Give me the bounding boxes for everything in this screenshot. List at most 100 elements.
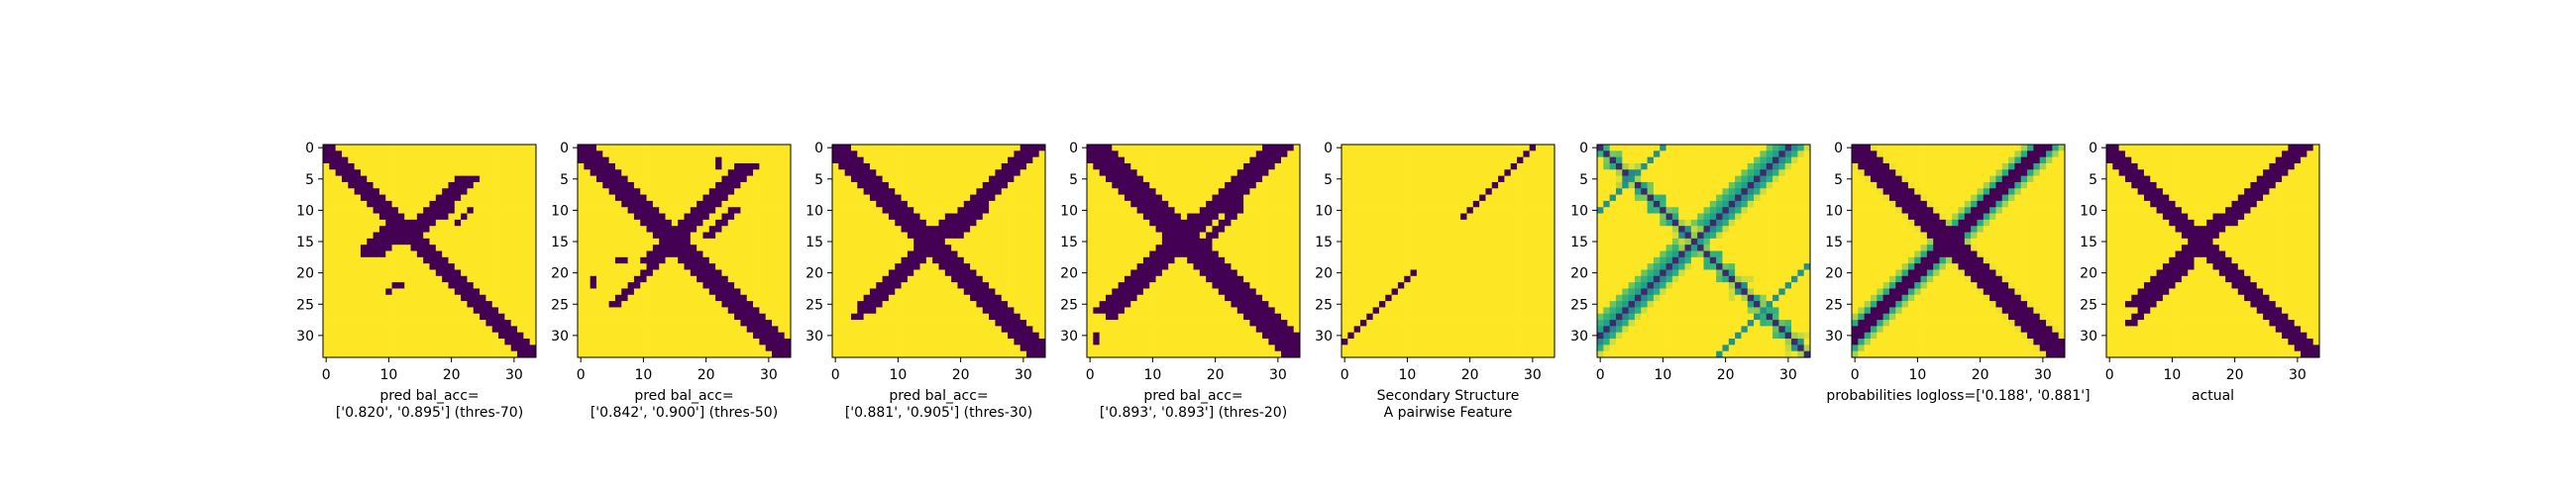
heatmap-cell — [373, 263, 380, 270]
heatmap-cell — [1231, 326, 1238, 334]
heatmap-cell — [410, 301, 418, 308]
heatmap-cell — [759, 145, 767, 151]
heatmap-cell — [1485, 156, 1493, 164]
heatmap-cell — [633, 350, 641, 358]
heatmap-cell — [1281, 207, 1288, 214]
heatmap-cell — [759, 194, 767, 202]
heatmap-cell — [882, 282, 890, 289]
heatmap-cell — [360, 213, 368, 221]
heatmap-cell — [323, 250, 330, 258]
heatmap-cell — [1243, 294, 1250, 302]
heatmap-cell — [1099, 282, 1107, 289]
heatmap-cell — [888, 181, 896, 189]
heatmap-cell — [491, 232, 499, 240]
heatmap-cell — [391, 213, 399, 221]
heatmap-cell — [323, 232, 330, 240]
heatmap-cell — [938, 263, 946, 270]
heatmap-cell — [989, 219, 996, 227]
heatmap-cell — [448, 150, 456, 158]
heatmap-cell — [1112, 288, 1120, 296]
heatmap-cell — [1274, 339, 1282, 346]
heatmap-cell — [1161, 207, 1169, 214]
heatmap-cell — [1105, 313, 1113, 321]
heatmap-cell — [1180, 263, 1188, 270]
heatmap-cell — [423, 175, 430, 183]
heatmap-cell — [1014, 339, 1021, 346]
heatmap-cell — [1014, 326, 1021, 334]
heatmap-cell — [1032, 200, 1040, 208]
heatmap-cell — [1236, 238, 1244, 246]
heatmap-cell — [907, 162, 914, 170]
heatmap-cell — [385, 250, 392, 258]
heatmap-cell — [1099, 339, 1107, 346]
heatmap-cell — [1274, 294, 1282, 302]
heatmap-cell — [1142, 145, 1150, 151]
heatmap-cell — [491, 194, 499, 202]
heatmap-cell — [1293, 320, 1301, 327]
heatmap-cell — [1218, 282, 1226, 289]
heatmap-cell — [901, 145, 909, 151]
heatmap-cell — [727, 345, 735, 352]
heatmap-cell — [759, 307, 767, 315]
heatmap-cell — [1087, 320, 1094, 327]
heatmap-cell — [1199, 250, 1207, 258]
heatmap-cell — [595, 169, 603, 177]
heatmap-cell — [1118, 263, 1126, 270]
heatmap-cell — [882, 345, 890, 352]
heatmap-cell — [850, 232, 858, 240]
heatmap-cell — [1225, 232, 1232, 240]
heatmap-cell — [473, 282, 481, 289]
heatmap-cell — [1180, 320, 1188, 327]
heatmap-cell — [1218, 269, 1226, 277]
heatmap-cell — [1218, 345, 1226, 352]
heatmap-cell — [1161, 175, 1169, 183]
heatmap-cell — [454, 332, 462, 340]
heatmap-cell — [740, 181, 748, 189]
heatmap-cell — [708, 150, 716, 158]
heatmap-cell — [778, 162, 786, 170]
heatmap-cell — [1118, 145, 1126, 151]
heatmap-cell — [504, 313, 512, 321]
heatmap-cell — [1038, 339, 1046, 346]
heatmap-cell — [378, 269, 386, 277]
heatmap-cell — [721, 256, 729, 264]
heatmap-cell — [850, 226, 858, 233]
heatmap-cell — [1199, 350, 1207, 358]
heatmap-cell — [1112, 282, 1120, 289]
heatmap-cell — [925, 250, 933, 258]
heatmap-cell — [480, 181, 486, 189]
heatmap-cell — [448, 339, 456, 346]
heatmap-cell — [684, 232, 692, 240]
heatmap-cell — [1180, 188, 1188, 195]
heatmap-cell — [590, 269, 597, 277]
heatmap-cell — [595, 238, 603, 246]
heatmap-cell — [1161, 282, 1169, 289]
heatmap-cell — [1187, 282, 1194, 289]
heatmap-cell — [1287, 200, 1295, 208]
heatmap-cell — [702, 156, 710, 164]
heatmap-cell — [485, 219, 493, 227]
heatmap-cell — [778, 313, 786, 321]
heatmap-cell — [461, 194, 468, 202]
heatmap-cell — [1442, 175, 1449, 183]
heatmap-cell — [1287, 294, 1295, 302]
heatmap-cell — [857, 269, 865, 277]
y-tick-label: 25 — [296, 297, 314, 313]
heatmap-cell — [529, 175, 537, 183]
heatmap-cell — [584, 238, 591, 246]
heatmap-cell — [397, 207, 405, 214]
heatmap-cell — [1225, 320, 1232, 327]
heatmap-cell — [1199, 301, 1207, 308]
heatmap-cell — [367, 294, 374, 302]
heatmap-cell — [473, 175, 481, 183]
heatmap-cell — [951, 188, 958, 195]
heatmap-cell — [863, 313, 871, 321]
heatmap-cell — [1174, 226, 1182, 233]
heatmap-cell — [963, 175, 971, 183]
heatmap-cell — [913, 263, 920, 270]
heatmap-cell — [844, 256, 852, 264]
heatmap-cell — [989, 207, 996, 214]
heatmap-cell — [944, 245, 952, 251]
heatmap-cell — [1032, 350, 1040, 358]
heatmap-cell — [1124, 345, 1131, 352]
